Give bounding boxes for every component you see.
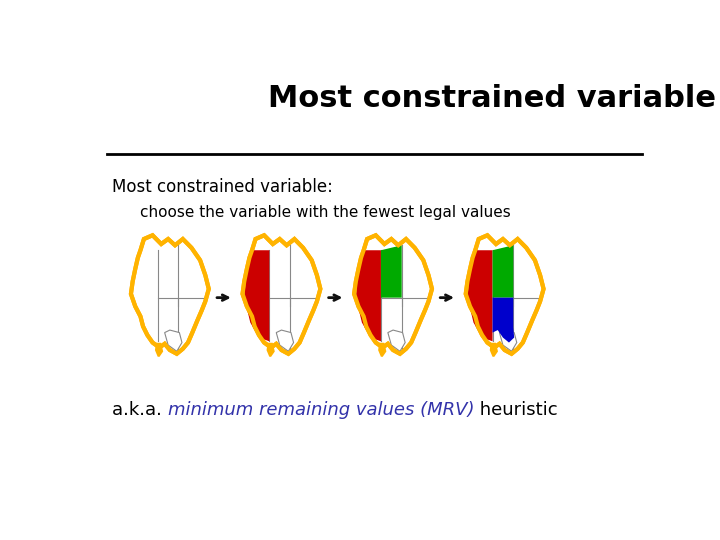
Text: minimum remaining values (MRV): minimum remaining values (MRV) (168, 401, 474, 419)
Polygon shape (268, 344, 274, 356)
Polygon shape (492, 298, 514, 342)
Polygon shape (243, 235, 320, 354)
Polygon shape (466, 235, 544, 354)
Polygon shape (492, 245, 513, 298)
Polygon shape (467, 250, 492, 341)
Polygon shape (244, 250, 269, 341)
Text: heuristic: heuristic (474, 401, 558, 419)
Polygon shape (276, 330, 294, 352)
Polygon shape (131, 235, 209, 354)
Polygon shape (156, 344, 162, 356)
Polygon shape (354, 235, 432, 354)
Text: Most constrained variable: Most constrained variable (268, 84, 716, 112)
Polygon shape (381, 245, 402, 298)
Text: Most constrained variable:: Most constrained variable: (112, 178, 333, 197)
Polygon shape (491, 344, 497, 356)
Polygon shape (356, 250, 381, 341)
Text: a.k.a.: a.k.a. (112, 401, 168, 419)
Polygon shape (165, 330, 182, 352)
Text: choose the variable with the fewest legal values: choose the variable with the fewest lega… (140, 205, 511, 220)
Polygon shape (379, 344, 385, 356)
Polygon shape (500, 330, 517, 352)
Polygon shape (388, 330, 405, 352)
